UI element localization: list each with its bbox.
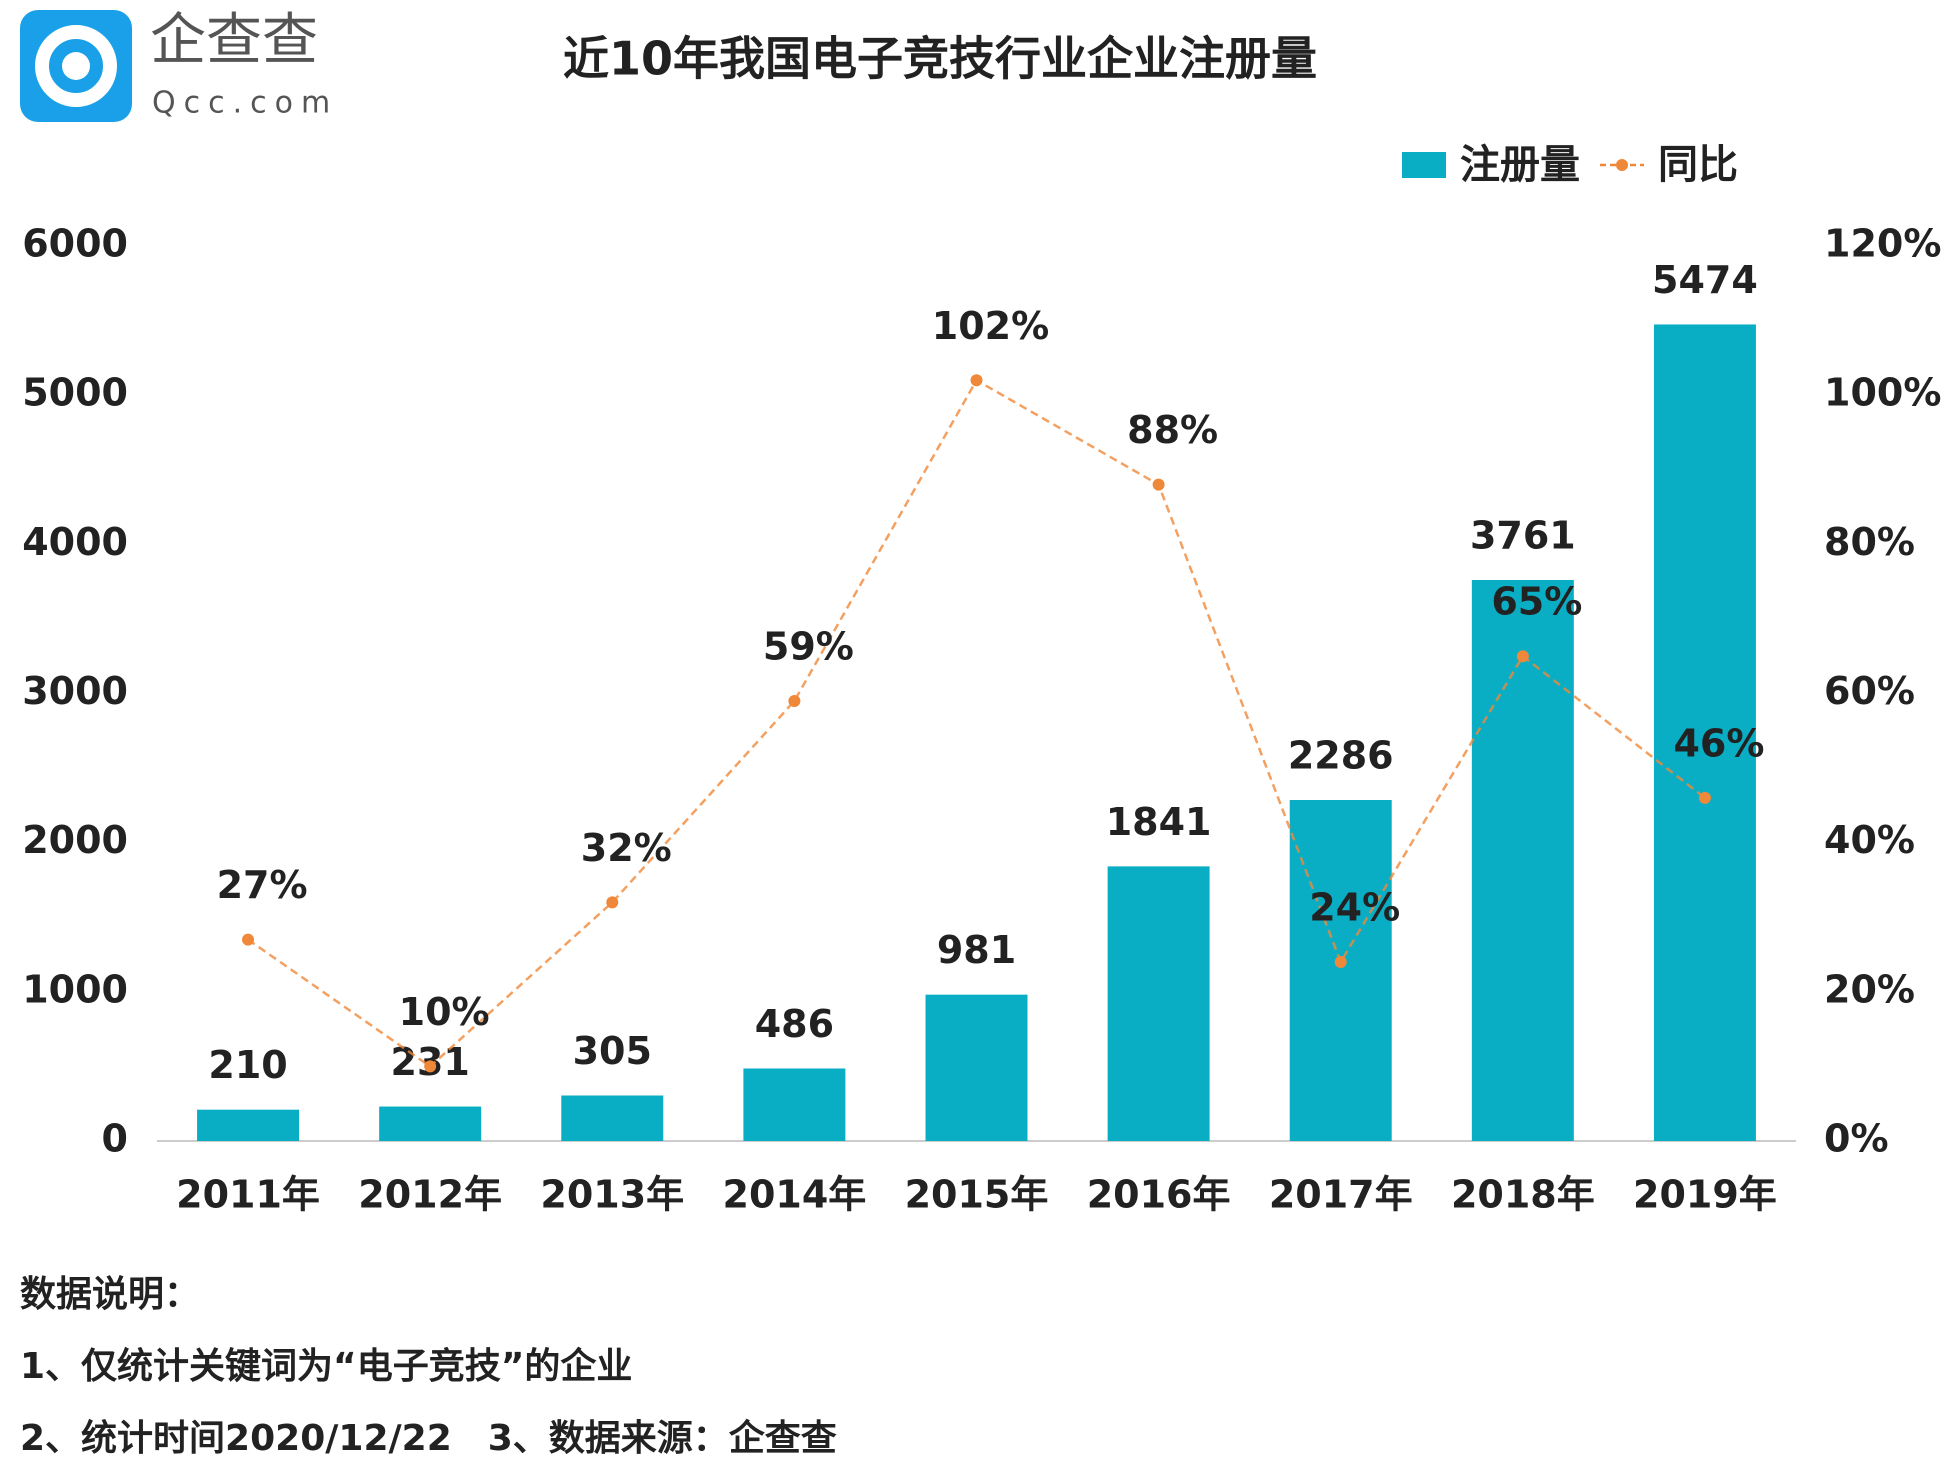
note-line: 1、仅统计关键词为“电子竞技”的企业 bbox=[20, 1345, 632, 1387]
data-label: 27% bbox=[217, 863, 308, 907]
data-label: 1841 bbox=[1106, 800, 1212, 844]
x-tick-label: 2018年 bbox=[1451, 1173, 1595, 1217]
x-tick-label: 2014年 bbox=[723, 1173, 867, 1217]
y2-tick-label: 120% bbox=[1824, 222, 1941, 266]
y2-tick-label: 60% bbox=[1824, 669, 1915, 713]
data-label: 59% bbox=[763, 624, 854, 668]
bar bbox=[1107, 866, 1210, 1141]
data-label: 5474 bbox=[1652, 258, 1758, 302]
x-tick-label: 2017年 bbox=[1269, 1173, 1413, 1217]
data-label: 3761 bbox=[1470, 513, 1576, 557]
logo-url: Qcc.com bbox=[152, 86, 338, 121]
data-label: 102% bbox=[932, 304, 1049, 348]
bar bbox=[1653, 324, 1756, 1141]
legend-label: 注册量 bbox=[1460, 142, 1580, 188]
y2-tick-label: 100% bbox=[1824, 371, 1941, 415]
data-label: 981 bbox=[937, 928, 1016, 972]
bar bbox=[197, 1109, 300, 1141]
chart-title: 近10年我国电子竞技行业企业注册量 bbox=[563, 32, 1317, 86]
legend-swatch bbox=[1616, 159, 1628, 171]
line-point bbox=[1698, 791, 1711, 804]
legend-label: 同比 bbox=[1658, 142, 1738, 188]
y-tick-label: 3000 bbox=[22, 669, 128, 713]
line-point bbox=[1516, 650, 1529, 663]
data-label: 65% bbox=[1491, 580, 1582, 624]
y2-tick-label: 40% bbox=[1824, 818, 1915, 862]
data-label: 32% bbox=[581, 826, 672, 870]
x-tick-label: 2013年 bbox=[540, 1173, 684, 1217]
x-tick-label: 2016年 bbox=[1087, 1173, 1231, 1217]
note-line: 2、统计时间2020/12/22 3、数据来源：企查查 bbox=[20, 1417, 837, 1454]
data-label: 210 bbox=[208, 1043, 287, 1087]
data-label: 88% bbox=[1127, 408, 1218, 452]
line-point bbox=[788, 694, 801, 707]
y-tick-label: 2000 bbox=[22, 818, 128, 862]
legend-swatch bbox=[1402, 152, 1446, 178]
logo-ring bbox=[35, 25, 117, 107]
y-tick-label: 4000 bbox=[22, 520, 128, 564]
bar bbox=[925, 994, 1028, 1141]
data-label: 24% bbox=[1309, 886, 1400, 930]
line-point bbox=[242, 933, 255, 946]
data-label: 46% bbox=[1673, 721, 1764, 765]
bar bbox=[561, 1095, 664, 1141]
y-tick-label: 1000 bbox=[22, 967, 128, 1011]
y2-tick-label: 80% bbox=[1824, 520, 1915, 564]
y2-tick-label: 20% bbox=[1824, 967, 1915, 1011]
line-point bbox=[606, 896, 619, 909]
data-label: 305 bbox=[573, 1029, 652, 1073]
logo-name: 企查查 bbox=[150, 8, 318, 73]
x-tick-label: 2011年 bbox=[176, 1173, 320, 1217]
bar bbox=[1289, 800, 1392, 1141]
line-point bbox=[1152, 478, 1165, 491]
logo-dot bbox=[62, 52, 90, 80]
notes-heading: 数据说明： bbox=[20, 1274, 200, 1315]
y-tick-label: 5000 bbox=[22, 371, 128, 415]
line-point bbox=[970, 374, 983, 387]
data-label: 10% bbox=[399, 990, 490, 1034]
x-tick-label: 2015年 bbox=[905, 1173, 1049, 1217]
line-point bbox=[424, 1060, 437, 1073]
bar bbox=[1471, 579, 1574, 1141]
x-tick-label: 2019年 bbox=[1633, 1173, 1777, 1217]
line-point bbox=[1334, 956, 1347, 968]
data-label: 486 bbox=[755, 1002, 834, 1046]
y-tick-label: 6000 bbox=[22, 222, 128, 266]
bar bbox=[379, 1106, 482, 1141]
bar bbox=[743, 1068, 846, 1141]
y2-tick-label: 0% bbox=[1824, 1117, 1889, 1161]
data-label: 2286 bbox=[1288, 734, 1394, 778]
y-tick-label: 0 bbox=[102, 1117, 128, 1161]
x-tick-label: 2012年 bbox=[358, 1173, 502, 1217]
